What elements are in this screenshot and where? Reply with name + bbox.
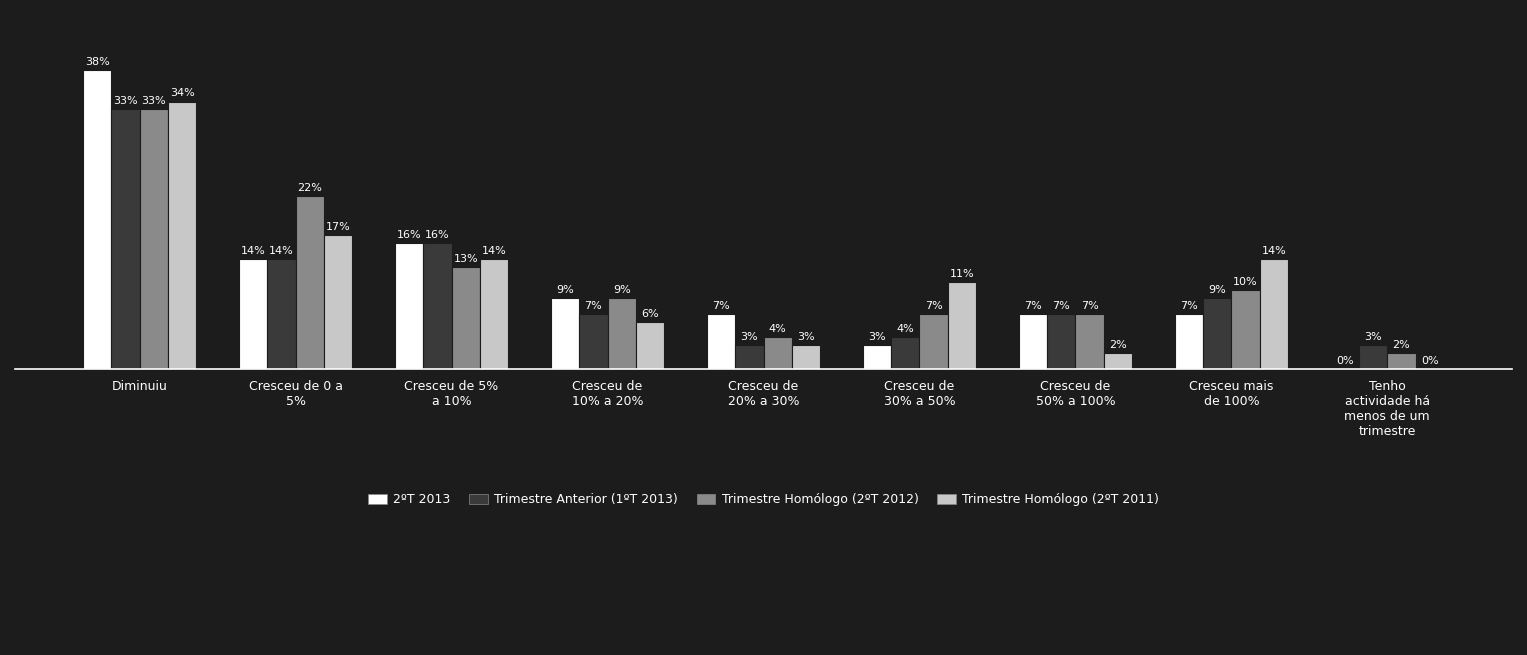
Bar: [579, 314, 608, 369]
Text: 7%: 7%: [1025, 301, 1041, 310]
Bar: [479, 259, 508, 369]
Text: 7%: 7%: [1081, 301, 1098, 310]
Text: 6%: 6%: [641, 309, 660, 318]
Text: 3%: 3%: [797, 332, 815, 342]
Bar: [1019, 314, 1048, 369]
Text: 34%: 34%: [169, 88, 194, 98]
Text: 3%: 3%: [1364, 332, 1382, 342]
Bar: [863, 345, 892, 369]
Text: 14%: 14%: [269, 246, 293, 255]
Bar: [551, 298, 579, 369]
Bar: [948, 282, 976, 369]
Bar: [168, 102, 197, 369]
Text: 2%: 2%: [1109, 340, 1127, 350]
Bar: [324, 235, 353, 369]
Bar: [140, 109, 168, 369]
Bar: [1260, 259, 1287, 369]
Text: 0%: 0%: [1422, 356, 1438, 365]
Bar: [608, 298, 635, 369]
Text: 7%: 7%: [1052, 301, 1070, 310]
Text: 4%: 4%: [768, 324, 786, 334]
Bar: [395, 243, 423, 369]
Text: 14%: 14%: [483, 246, 507, 255]
Text: 14%: 14%: [241, 246, 266, 255]
Bar: [1387, 353, 1416, 369]
Bar: [82, 70, 111, 369]
Bar: [111, 109, 140, 369]
Text: 7%: 7%: [925, 301, 942, 310]
Text: 7%: 7%: [1180, 301, 1197, 310]
Text: 3%: 3%: [867, 332, 886, 342]
Text: 0%: 0%: [1336, 356, 1353, 365]
Text: 16%: 16%: [397, 230, 421, 240]
Bar: [793, 345, 820, 369]
Bar: [267, 259, 296, 369]
Text: 9%: 9%: [1208, 285, 1226, 295]
Text: 10%: 10%: [1234, 277, 1258, 287]
Text: 17%: 17%: [325, 222, 351, 232]
Text: 9%: 9%: [556, 285, 574, 295]
Text: 33%: 33%: [142, 96, 166, 106]
Text: 11%: 11%: [950, 269, 974, 279]
Legend: 2ºT 2013, Trimestre Anterior (1ºT 2013), Trimestre Homólogo (2ºT 2012), Trimestr: 2ºT 2013, Trimestre Anterior (1ºT 2013),…: [363, 489, 1164, 512]
Bar: [1075, 314, 1104, 369]
Text: 33%: 33%: [113, 96, 137, 106]
Bar: [1203, 298, 1231, 369]
Bar: [296, 196, 324, 369]
Bar: [734, 345, 764, 369]
Bar: [635, 322, 664, 369]
Text: 38%: 38%: [86, 57, 110, 67]
Text: 9%: 9%: [612, 285, 631, 295]
Bar: [1231, 290, 1260, 369]
Text: 16%: 16%: [425, 230, 450, 240]
Text: 22%: 22%: [298, 183, 322, 193]
Text: 2%: 2%: [1393, 340, 1411, 350]
Bar: [1359, 345, 1387, 369]
Text: 14%: 14%: [1261, 246, 1286, 255]
Bar: [764, 337, 793, 369]
Bar: [1048, 314, 1075, 369]
Bar: [240, 259, 267, 369]
Text: 4%: 4%: [896, 324, 915, 334]
Bar: [452, 267, 479, 369]
Text: 7%: 7%: [585, 301, 602, 310]
Bar: [707, 314, 734, 369]
Text: 3%: 3%: [741, 332, 757, 342]
Bar: [919, 314, 948, 369]
Bar: [1174, 314, 1203, 369]
Bar: [423, 243, 452, 369]
Text: 7%: 7%: [712, 301, 730, 310]
Text: 13%: 13%: [454, 253, 478, 263]
Bar: [1104, 353, 1132, 369]
Bar: [892, 337, 919, 369]
